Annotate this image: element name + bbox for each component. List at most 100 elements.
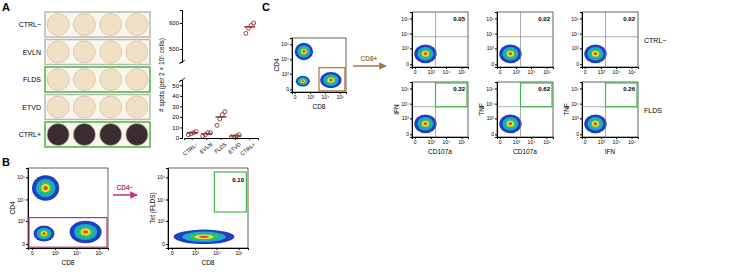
quadrant-line (497, 36, 553, 37)
density-clouds (32, 175, 102, 243)
tick: 600 (169, 20, 182, 26)
tick-label: 10³ (598, 139, 606, 145)
tick: 10⁵ (401, 85, 412, 91)
density-layer (301, 79, 305, 82)
x-axis: 010³10⁴10⁵ (293, 92, 347, 100)
axis-line (410, 83, 413, 138)
median (216, 116, 227, 117)
tick-label: 50 (172, 83, 179, 89)
tick: 10⁵ (458, 137, 466, 145)
gate-label: CD4− (117, 184, 134, 191)
y-axis: 0 10³ 10⁴ 10⁵ (17, 169, 28, 249)
y-axis-title: CD4 (273, 58, 280, 71)
tick-label: 10³ (487, 45, 495, 51)
tick-mark (26, 177, 28, 178)
tick: 10³ (18, 218, 28, 224)
tick: 30 (172, 104, 182, 110)
tick: 10⁴ (157, 197, 168, 203)
y-axis-upper: 500600 (169, 11, 183, 63)
density-layer (420, 119, 431, 128)
gate-label: CD8+ (361, 55, 378, 62)
tick: 10⁴ (486, 101, 497, 107)
tick-label: 10⁴ (528, 139, 536, 145)
tick: 10⁴ (73, 248, 81, 256)
tick-mark (180, 117, 182, 118)
tick: 10⁴ (17, 197, 28, 203)
density-layer (509, 122, 513, 125)
tick: 10⁵ (571, 85, 582, 91)
density-layer (43, 186, 47, 190)
tick: 10⁵ (543, 137, 551, 145)
tick-label: 10⁵ (17, 174, 25, 180)
tick: 0 (576, 131, 582, 137)
tick-label: 10⁴ (157, 197, 165, 203)
tick-label: 10⁴ (571, 31, 579, 37)
axis-line (495, 13, 498, 68)
tick-label: 0 (176, 135, 180, 141)
tick-label: 10⁵ (95, 250, 103, 256)
flow-plot: 010³10⁴10⁵010³10⁴10⁵0.02 (571, 12, 638, 75)
tick: 10⁵ (235, 248, 243, 256)
tick: 10³ (487, 115, 497, 121)
tick-mark (410, 134, 412, 135)
axis-line (290, 39, 293, 93)
tick-mark (26, 221, 28, 222)
tick-mark (580, 134, 582, 135)
flow-plot: 010³10⁴10⁵010³10⁴10⁵CD8CD4 (273, 38, 347, 110)
gate (214, 172, 246, 212)
tick-label: 40 (172, 93, 179, 99)
well (100, 14, 122, 36)
density-layer (499, 44, 521, 63)
tick-mark (192, 138, 193, 140)
axis-line (180, 11, 183, 63)
x-axis-title: CD8 (312, 103, 325, 110)
tick: 10⁴ (613, 137, 621, 145)
tick-label: 0 (414, 139, 417, 145)
plot-frame (412, 82, 468, 137)
y-axis-title: TNF (478, 103, 485, 116)
elispot-wells: CTRL−EVLNFLDSETVDCTRL+ (19, 12, 150, 147)
density-layer (590, 49, 601, 58)
well (73, 14, 95, 36)
density-layer (189, 233, 219, 240)
density-layer (590, 119, 601, 128)
axis-break (179, 78, 185, 82)
tick-mark (410, 18, 412, 19)
tick: 50 (172, 83, 182, 89)
tick-label: 10⁴ (321, 94, 329, 100)
tick-label: 0 (22, 241, 25, 247)
tick-mark (410, 88, 412, 89)
quadrant-line (520, 12, 521, 67)
tick: 0 (294, 92, 297, 100)
tick-mark (580, 18, 582, 19)
tick-label: 10⁴ (528, 69, 536, 75)
density-layer (299, 47, 308, 56)
density-layer (422, 51, 429, 57)
flow-plot: 010³10⁴10⁵010³10⁴10⁵CD107aIFN0.32 (393, 82, 469, 155)
tick-label: 0 (414, 69, 417, 75)
tick: 10³ (307, 92, 315, 100)
tick-mark (410, 104, 412, 105)
tick-mark (495, 118, 497, 119)
tick-mark (580, 118, 582, 119)
density-clouds (174, 230, 235, 244)
tick-mark (580, 34, 582, 35)
tick-label: 0 (491, 131, 494, 137)
tick-label: 0 (584, 69, 587, 75)
tick-label: 10³ (428, 69, 436, 75)
tick-mark (410, 48, 412, 49)
row-label: CTRL− (19, 21, 41, 28)
y-axis: 010³10⁴10⁵ (571, 83, 582, 138)
quadrant-line (582, 36, 638, 37)
well (126, 124, 148, 146)
tick: 10³ (192, 248, 200, 256)
y-axis-title: # spots (per 2 × 10⁵ cells) (158, 38, 166, 112)
tick-mark (249, 138, 250, 140)
density-layer (174, 230, 235, 244)
tick-mark (495, 134, 497, 135)
well (126, 69, 148, 91)
tick-mark (180, 127, 182, 128)
data-point (252, 21, 256, 25)
tick-label: 10³ (513, 139, 521, 145)
flow-plot: 010³10⁴10⁵010³10⁴10⁵IFNTNF0.26 (563, 82, 639, 155)
